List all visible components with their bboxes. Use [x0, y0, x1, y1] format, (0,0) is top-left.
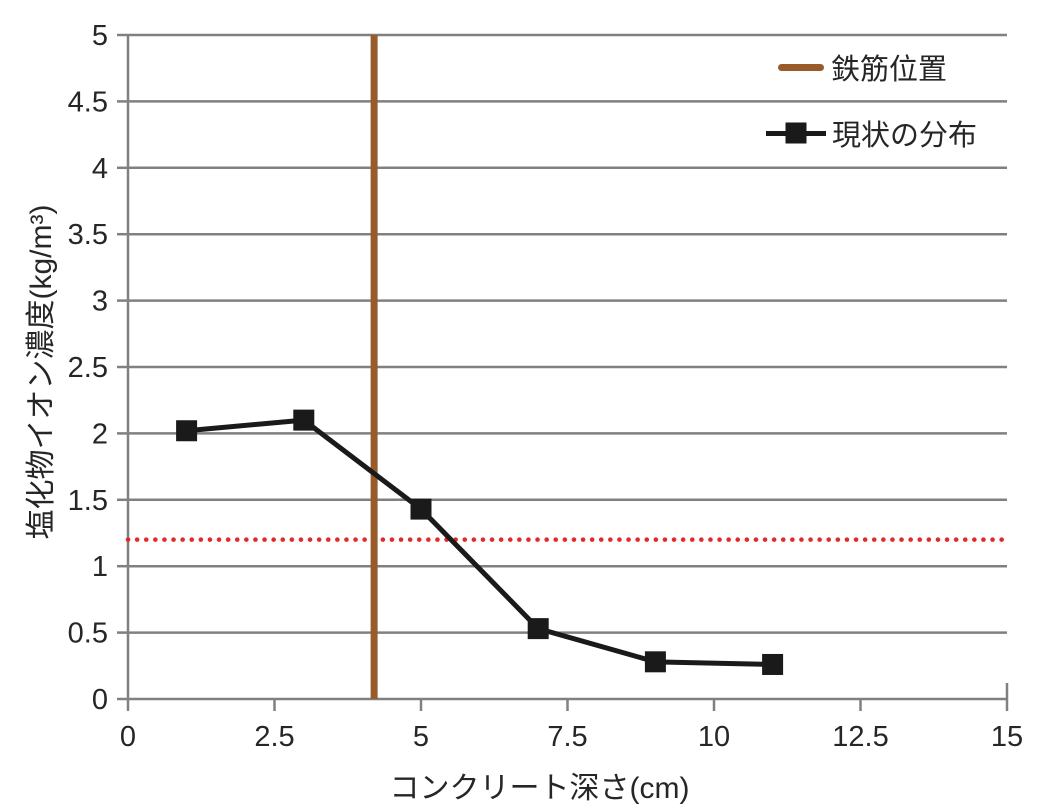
x-tick-label: 5 — [413, 721, 429, 753]
y-tick-label: 3.5 — [68, 219, 108, 251]
y-tick-label: 0 — [92, 684, 108, 716]
x-tick-label: 10 — [698, 721, 730, 753]
rebar-line-legend-swatch — [778, 63, 824, 71]
y-tick-label: 2 — [92, 418, 108, 450]
y-tick-label: 1 — [92, 551, 108, 583]
x-tick-label: 15 — [991, 721, 1023, 753]
data-point-marker — [293, 409, 315, 431]
legend-label-rebar-position: 鉄筋位置 — [831, 54, 948, 86]
x-tick-label: 12.5 — [832, 721, 888, 753]
square-marker-icon — [785, 122, 807, 144]
x-axis-title: コンクリート深さ(cm) — [389, 772, 690, 805]
data-point-marker — [644, 651, 666, 673]
y-tick-label: 4 — [92, 153, 108, 185]
current-distribution-legend-swatch — [766, 122, 826, 144]
y-tick-label: 1.5 — [68, 485, 108, 517]
y-tick-label: 4.5 — [68, 86, 108, 118]
legend-item-current-distribution: 現状の分布 — [766, 118, 977, 152]
data-point-marker — [762, 653, 784, 675]
y-tick-label: 3 — [92, 286, 108, 318]
x-tick-label: 2.5 — [254, 721, 294, 753]
data-point-marker — [410, 498, 432, 520]
series-line — [184, 417, 776, 667]
data-point-marker — [527, 618, 549, 640]
y-tick-label: 5 — [92, 20, 108, 52]
legend-label-current-distribution: 現状の分布 — [832, 120, 978, 152]
y-axis-title: 塩化物イオン濃度(kg/m³) — [25, 204, 58, 540]
data-point-marker — [176, 420, 198, 442]
x-tick-label: 7.5 — [547, 721, 587, 753]
legend-item-rebar-position: 鉄筋位置 — [778, 52, 947, 86]
y-tick-label: 2.5 — [68, 352, 108, 384]
x-tick-label: 0 — [120, 721, 136, 753]
y-tick-label: 0.5 — [68, 618, 108, 650]
